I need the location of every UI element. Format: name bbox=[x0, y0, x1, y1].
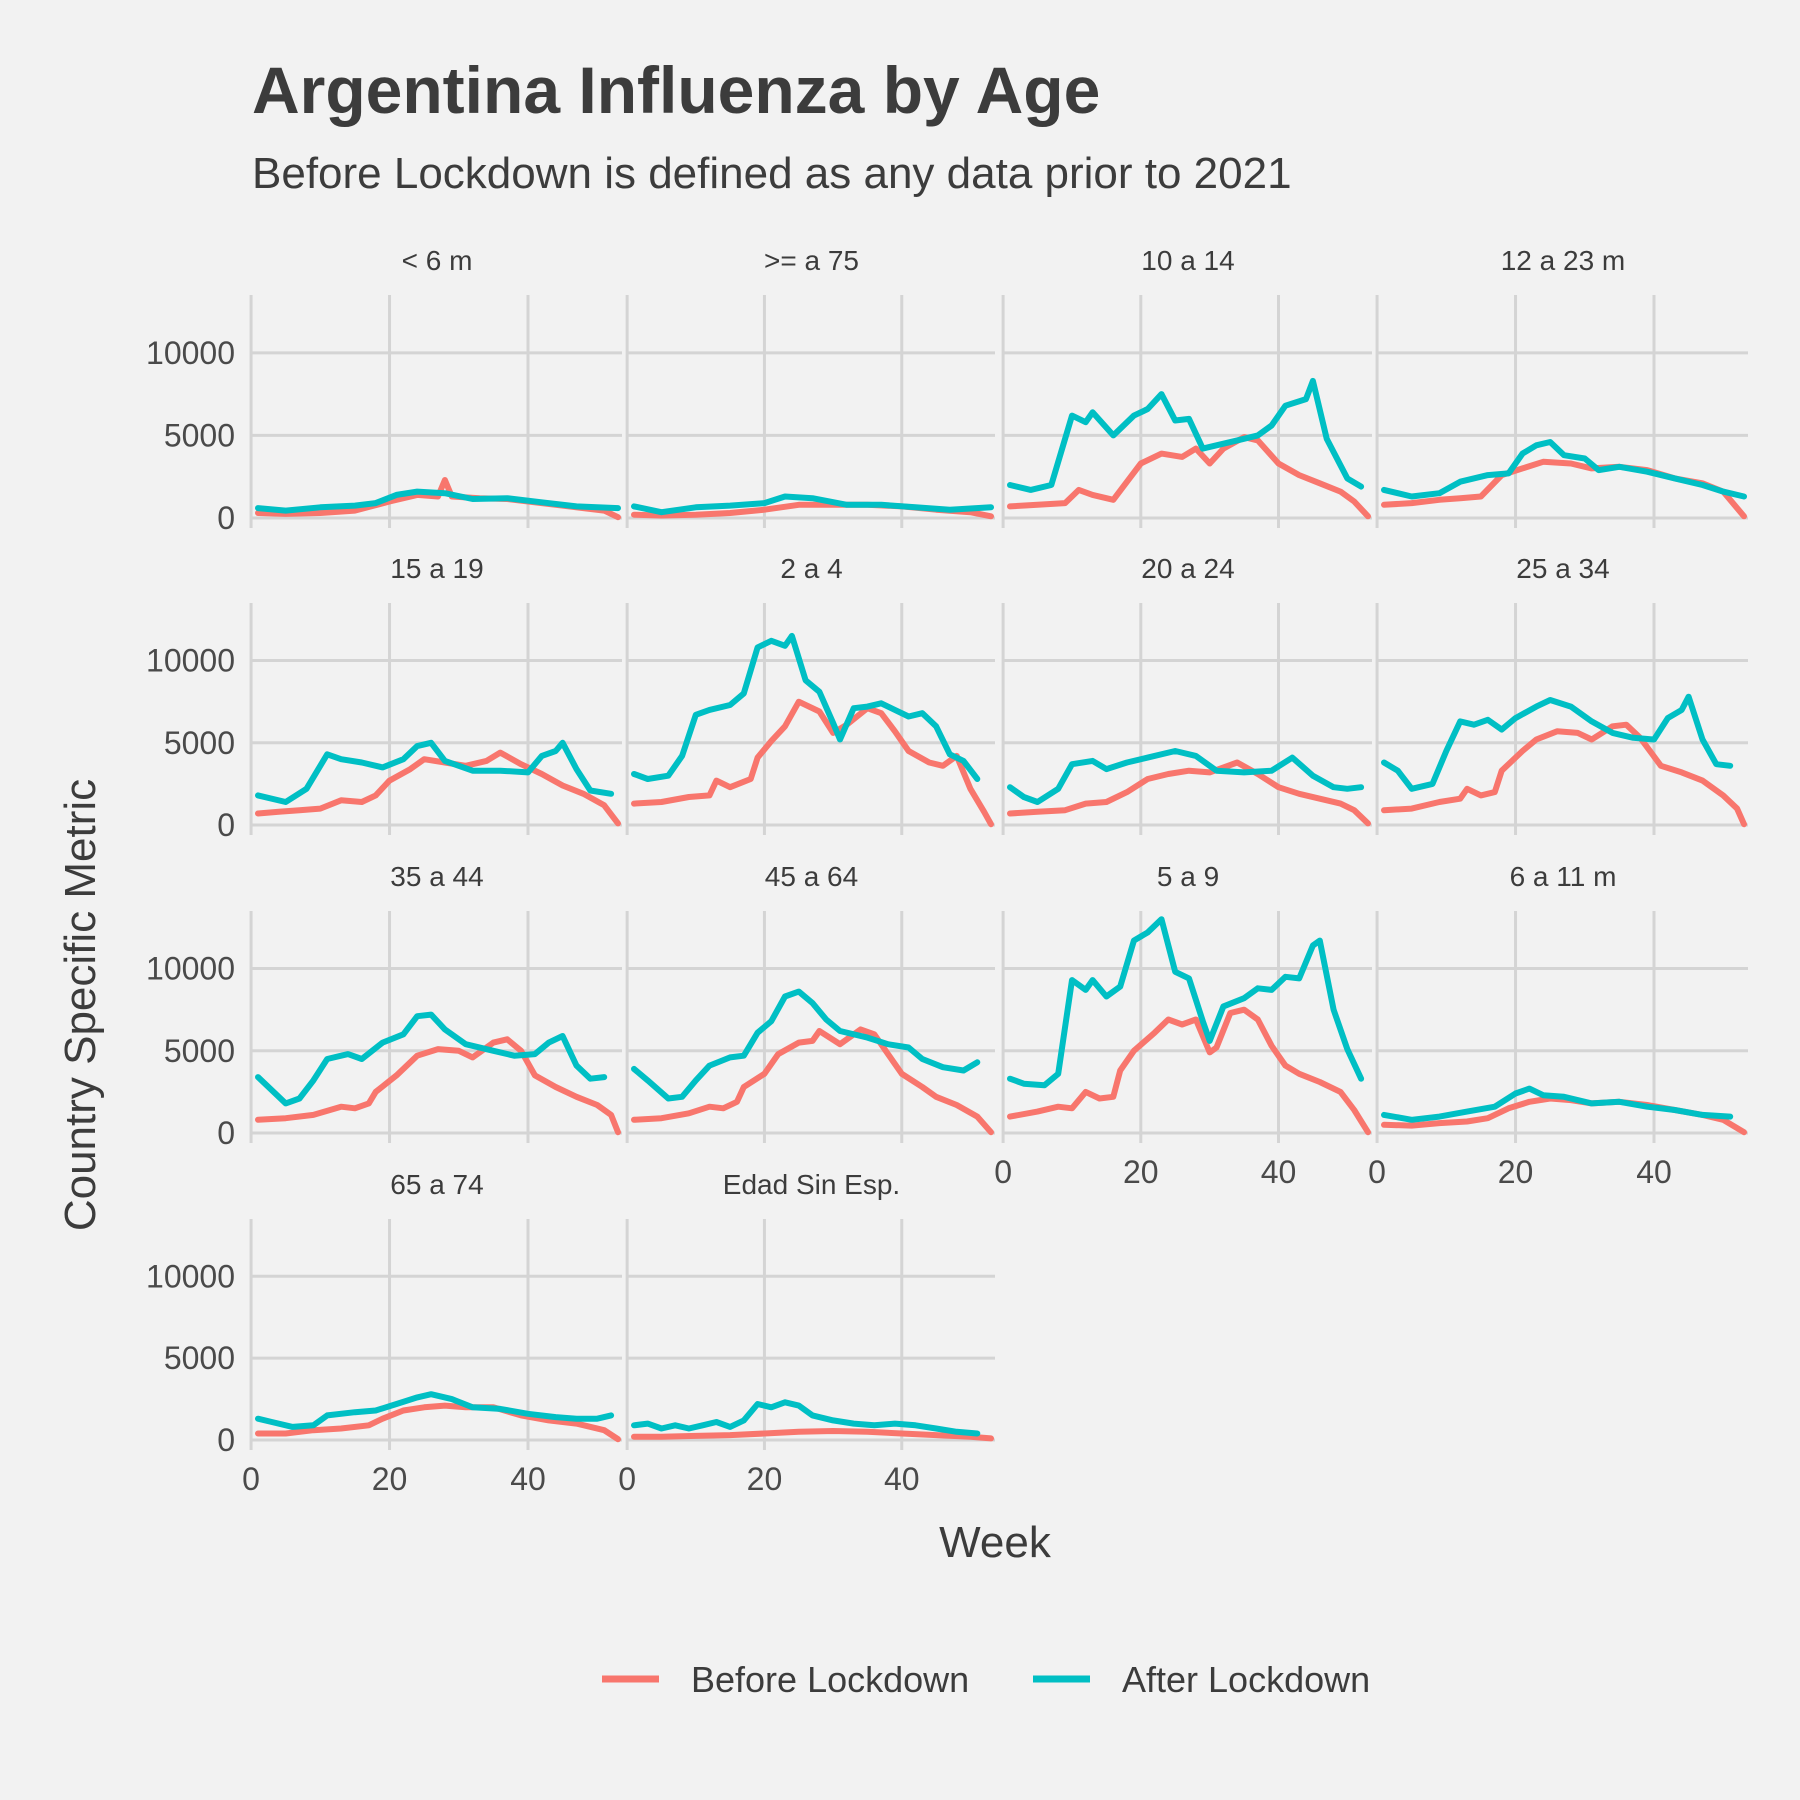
y-tick-label: 5000 bbox=[164, 725, 235, 761]
facet-strip-label: 15 a 19 bbox=[390, 553, 483, 584]
x-tick-label: 20 bbox=[747, 1461, 783, 1497]
y-tick-label: 5000 bbox=[164, 1340, 235, 1376]
y-tick-label: 0 bbox=[217, 1422, 235, 1458]
before-lockdown-line bbox=[1007, 1006, 1371, 1136]
facet-panel: 6 a 11 m 0 20 40 bbox=[1368, 861, 1748, 1190]
facet-panel: 20 a 24 bbox=[1001, 553, 1372, 835]
before-lockdown-line bbox=[1007, 759, 1371, 827]
facet-strip-label: 45 a 64 bbox=[765, 861, 858, 892]
before-lockdown-line bbox=[255, 1402, 621, 1443]
y-tick-label: 0 bbox=[217, 807, 235, 843]
facet-strip-label: 35 a 44 bbox=[390, 861, 483, 892]
x-axis-title: Week bbox=[939, 1518, 1052, 1567]
facet-strip-label: >= a 75 bbox=[764, 245, 859, 276]
facet-strip-label: < 6 m bbox=[402, 245, 473, 276]
facet-panel: 45 a 64 bbox=[625, 861, 995, 1143]
after-lockdown-line bbox=[1381, 693, 1734, 792]
before-lockdown-line bbox=[1007, 434, 1371, 520]
x-tick-label: 40 bbox=[510, 1461, 546, 1497]
facet-panel: 12 a 23 m bbox=[1375, 245, 1748, 528]
after-lockdown-line bbox=[631, 493, 994, 516]
after-lockdown-line bbox=[631, 632, 981, 782]
y-tick-label: 10000 bbox=[146, 335, 235, 371]
facet-strip-label: 5 a 9 bbox=[1157, 861, 1219, 892]
facet-strip-label: 10 a 14 bbox=[1141, 245, 1234, 276]
before-lockdown-line bbox=[255, 1036, 621, 1136]
before-lockdown-line bbox=[631, 1026, 994, 1136]
x-tick-label: 20 bbox=[1123, 1154, 1159, 1190]
legend-after-lockdown-label: After Lockdown bbox=[1122, 1659, 1370, 1700]
x-tick-label: 40 bbox=[1261, 1154, 1297, 1190]
chart-subtitle: Before Lockdown is defined as any data p… bbox=[252, 149, 1292, 198]
facet-strip-label: Edad Sin Esp. bbox=[723, 1169, 900, 1200]
legend: Before Lockdown After Lockdown bbox=[602, 1659, 1370, 1700]
y-tick-label: 0 bbox=[217, 1115, 235, 1151]
facet-panels: < 6 m 0 5000 10000 >= a 75 10 a 14 12 a 23 m 15… bbox=[146, 245, 1748, 1497]
x-tick-label: 0 bbox=[242, 1461, 260, 1497]
before-lockdown-line bbox=[631, 1428, 994, 1442]
y-axis-title: Country Specific Metric bbox=[56, 779, 105, 1231]
before-lockdown-line bbox=[1381, 458, 1747, 520]
facet-panel: >= a 75 bbox=[625, 245, 995, 528]
y-tick-label: 10000 bbox=[146, 643, 235, 679]
after-lockdown-line bbox=[1381, 1085, 1734, 1123]
facet-panel: < 6 m 0 5000 10000 bbox=[146, 245, 622, 536]
before-lockdown-line bbox=[255, 749, 621, 827]
chart-title: Argentina Influenza by Age bbox=[252, 53, 1100, 127]
after-lockdown-line bbox=[1007, 916, 1365, 1089]
x-tick-label: 40 bbox=[1636, 1154, 1672, 1190]
facet-panel: 5 a 9 0 20 40 bbox=[994, 861, 1372, 1190]
after-lockdown-line bbox=[255, 739, 615, 805]
facet-panel: Edad Sin Esp. 0 20 40 bbox=[618, 1169, 995, 1497]
facet-strip-label: 6 a 11 m bbox=[1510, 861, 1617, 892]
after-lockdown-line bbox=[1381, 439, 1747, 500]
facet-strip-label: 12 a 23 m bbox=[1501, 245, 1626, 276]
before-lockdown-line bbox=[255, 477, 621, 521]
facet-panel: 10 a 14 bbox=[1001, 245, 1372, 528]
x-tick-label: 20 bbox=[372, 1461, 408, 1497]
y-tick-label: 10000 bbox=[146, 951, 235, 987]
after-lockdown-line bbox=[1007, 748, 1365, 805]
after-lockdown-line bbox=[631, 1399, 981, 1437]
after-lockdown-line bbox=[255, 1011, 608, 1107]
x-tick-label: 0 bbox=[1368, 1154, 1386, 1190]
facet-strip-label: 65 a 74 bbox=[390, 1169, 483, 1200]
after-lockdown-line bbox=[255, 1391, 615, 1430]
facet-strip-label: 25 a 34 bbox=[1516, 553, 1609, 584]
y-tick-label: 10000 bbox=[146, 1258, 235, 1294]
before-lockdown-line bbox=[631, 698, 994, 828]
x-tick-label: 0 bbox=[618, 1461, 636, 1497]
x-tick-label: 20 bbox=[1498, 1154, 1534, 1190]
facet-panel: 35 a 44 0 5000 10000 bbox=[146, 861, 622, 1151]
facet-panel: 25 a 34 bbox=[1375, 553, 1748, 835]
y-tick-label: 0 bbox=[217, 500, 235, 536]
facet-strip-label: 20 a 24 bbox=[1141, 553, 1234, 584]
facet-strip-label: 2 a 4 bbox=[780, 553, 842, 584]
y-tick-label: 5000 bbox=[164, 1033, 235, 1069]
after-lockdown-line bbox=[1007, 377, 1365, 493]
before-lockdown-line bbox=[1381, 721, 1747, 828]
x-tick-label: 40 bbox=[884, 1461, 920, 1497]
x-tick-label: 0 bbox=[994, 1154, 1012, 1190]
after-lockdown-line bbox=[255, 488, 621, 514]
y-tick-label: 5000 bbox=[164, 417, 235, 453]
facet-panel: 15 a 19 0 5000 10000 bbox=[146, 553, 622, 843]
legend-before-lockdown-label: Before Lockdown bbox=[691, 1659, 969, 1700]
after-lockdown-line bbox=[631, 988, 981, 1102]
facet-panel: 2 a 4 bbox=[625, 553, 995, 835]
facet-panel: 65 a 74 0 5000 10000 0 20 40 bbox=[146, 1169, 622, 1497]
